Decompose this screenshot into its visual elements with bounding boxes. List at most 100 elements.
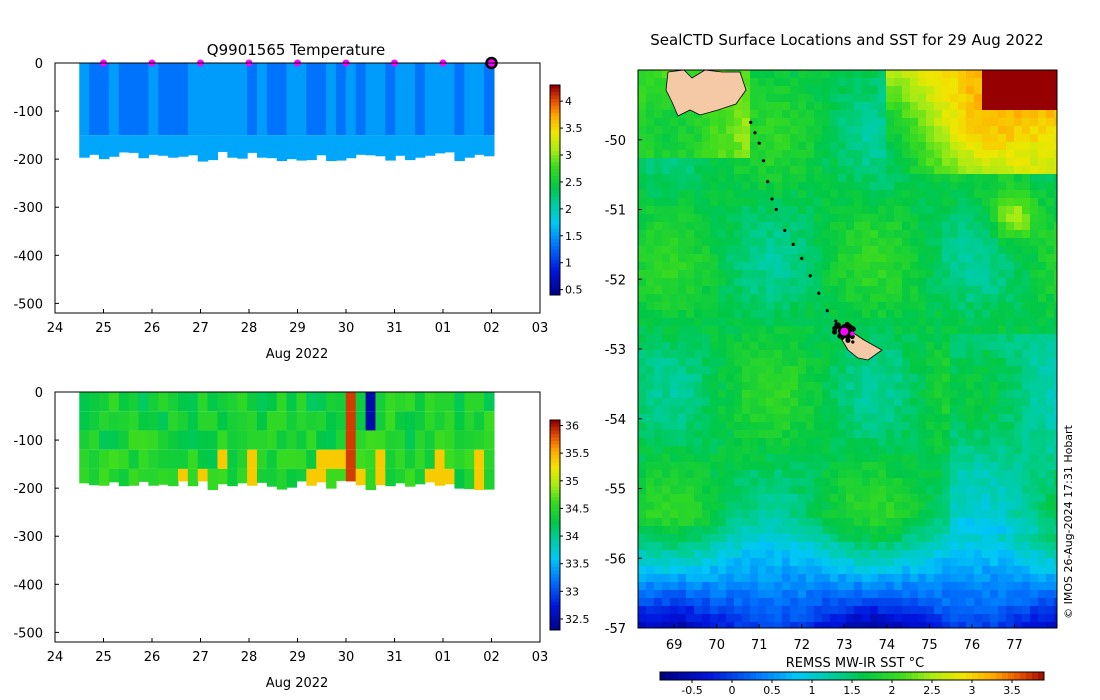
salinity-cell: [168, 430, 179, 450]
sst-cell: [934, 286, 943, 295]
sst-cell: [934, 78, 943, 87]
sst-cell: [1014, 102, 1023, 111]
sst-cell: [734, 510, 743, 519]
colorbar-segment: [550, 109, 560, 114]
sst-cell: [694, 542, 703, 551]
sst-cell: [694, 334, 703, 343]
sst-cell: [966, 438, 975, 447]
sst-cell: [726, 166, 735, 175]
sst-cell: [830, 478, 839, 487]
sst-cell: [766, 406, 775, 415]
sst-cell: [838, 198, 847, 207]
sst-cell: [974, 446, 983, 455]
salinity-cell: [148, 430, 159, 450]
sst-cell: [670, 598, 679, 607]
sst-cell: [926, 574, 935, 583]
sst-cell: [646, 214, 655, 223]
x-tick-label: 25: [95, 650, 112, 665]
sst-cell: [686, 318, 695, 327]
sst-cell: [838, 166, 847, 175]
sst-cell: [814, 542, 823, 551]
sst-cell: [686, 230, 695, 239]
sst-cell: [742, 78, 751, 87]
sst-cell: [670, 246, 679, 255]
sst-cell: [918, 286, 927, 295]
sst-cell: [822, 446, 831, 455]
sst-cell: [1054, 150, 1057, 159]
sst-cell: [1046, 166, 1055, 175]
sst-cell: [950, 166, 959, 175]
sst-cell: [878, 494, 887, 503]
sst-cell: [918, 86, 927, 95]
sst-cell: [798, 310, 807, 319]
sst-cell: [790, 598, 799, 607]
sst-colorbar-segment: [888, 672, 895, 680]
temperature-cell: [316, 135, 327, 156]
sst-cell: [894, 294, 903, 303]
sst-cell: [654, 606, 663, 615]
sst-cell: [830, 454, 839, 463]
sst-cell: [926, 550, 935, 559]
sst-cell: [742, 438, 751, 447]
sst-cell: [782, 238, 791, 247]
track-cluster-point: [832, 329, 838, 335]
sst-cell: [886, 510, 895, 519]
sst-cell: [806, 502, 815, 511]
sst-cell: [846, 462, 855, 471]
sst-cell: [910, 110, 919, 119]
sst-cell: [1030, 150, 1039, 159]
sst-cell: [1046, 366, 1055, 375]
sst-cell: [950, 270, 959, 279]
sst-cell: [998, 118, 1007, 127]
sst-cell: [902, 494, 911, 503]
sst-cell: [830, 246, 839, 255]
sst-cell: [646, 374, 655, 383]
sst-cell: [822, 614, 831, 623]
sst-cell: [1054, 470, 1057, 479]
salinity-section-panel: 24 25 26 27 28 29 30 31 01 02 030-100-200-300-400-…: [13, 386, 589, 691]
sst-cell: [790, 390, 799, 399]
sst-cell: [742, 494, 751, 503]
sst-cell: [918, 342, 927, 351]
sst-cell: [894, 190, 903, 199]
sst-cell: [950, 110, 959, 119]
sst-cell: [990, 406, 999, 415]
sst-cell: [686, 134, 695, 143]
sst-cell: [734, 398, 743, 407]
sst-cell: [638, 342, 647, 351]
sst-cell: [990, 238, 999, 247]
sst-cell: [758, 286, 767, 295]
sst-cell: [974, 398, 983, 407]
sst-cell: [686, 190, 695, 199]
sst-cell: [814, 374, 823, 383]
sst-cell: [742, 574, 751, 583]
sst-cell: [966, 342, 975, 351]
sst-cell: [926, 230, 935, 239]
sst-cell: [1054, 342, 1057, 351]
sst-cell: [878, 246, 887, 255]
sst-cell: [862, 454, 871, 463]
sst-cell: [886, 558, 895, 567]
salinity-cell: [306, 392, 317, 412]
sst-cell: [974, 334, 983, 343]
sst-cell: [926, 398, 935, 407]
sst-cell: [846, 558, 855, 567]
salinity-cell: [227, 392, 238, 412]
sst-cell: [974, 238, 983, 247]
sst-cell: [870, 422, 879, 431]
sst-cell: [1054, 302, 1057, 311]
salinity-cell: [256, 430, 268, 450]
sst-cell: [838, 174, 847, 183]
sst-cell: [750, 174, 759, 183]
sst-cell: [982, 526, 991, 535]
temperature-cell: [434, 63, 446, 136]
sst-cell: [998, 430, 1007, 439]
temperature-title: Q9901565 Temperature: [207, 41, 385, 59]
sst-cell: [974, 278, 983, 287]
sst-cell: [886, 230, 895, 239]
sst-cell: [838, 150, 847, 159]
sst-cell: [686, 518, 695, 527]
colorbar-segment: [550, 225, 560, 229]
sst-cell: [646, 406, 655, 415]
